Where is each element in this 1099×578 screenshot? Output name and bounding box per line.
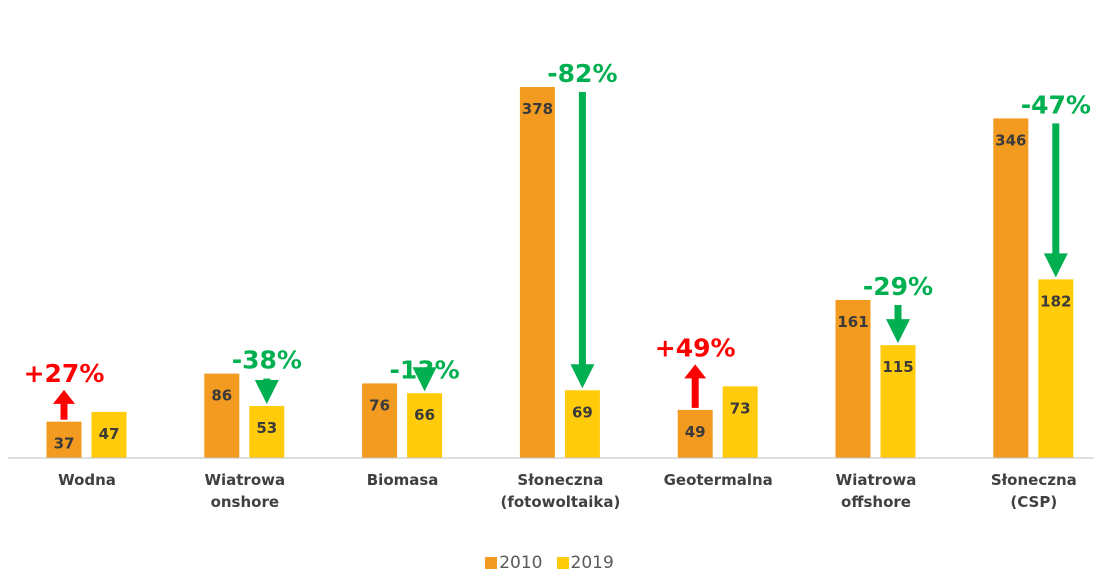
change-arrow-head-4 bbox=[684, 364, 707, 379]
change-arrows-layer bbox=[53, 91, 1068, 420]
category-label-2-0: Biomasa bbox=[367, 471, 439, 489]
change-label-5: -29% bbox=[863, 272, 933, 301]
bar-value-label-2019-3: 69 bbox=[572, 403, 593, 421]
change-arrow-head-3 bbox=[570, 364, 595, 389]
change-arrow-shaft-0 bbox=[60, 402, 68, 420]
bar-2019-0 bbox=[91, 411, 127, 458]
change-label-1: -38% bbox=[232, 346, 302, 375]
legend-swatch-2019 bbox=[556, 557, 569, 569]
bar-2019-1 bbox=[249, 405, 285, 458]
change-label-0: +27% bbox=[24, 359, 105, 388]
category-label-3-1: (fotowoltaika) bbox=[500, 493, 620, 511]
bar-value-label-2019-2: 66 bbox=[414, 406, 435, 424]
category-label-3-0: Słoneczna bbox=[517, 471, 603, 489]
change-arrow-shaft-5 bbox=[894, 304, 902, 321]
change-label-2: -13% bbox=[389, 355, 459, 384]
bar-value-label-2019-0: 47 bbox=[99, 425, 120, 443]
bar-value-label-2010-3: 378 bbox=[522, 100, 553, 118]
change-arrow-head-2 bbox=[412, 367, 437, 392]
category-label-6-1: (CSP) bbox=[1010, 493, 1057, 511]
bar-2010-6 bbox=[993, 118, 1029, 458]
change-arrow-shaft-1 bbox=[263, 378, 271, 381]
change-arrow-shaft-4 bbox=[691, 377, 699, 408]
category-label-4-0: Geotermalna bbox=[664, 471, 773, 489]
change-arrow-shaft-3 bbox=[578, 91, 586, 366]
change-arrow-head-0 bbox=[53, 389, 75, 404]
legend-item-2019: 2019 bbox=[556, 553, 614, 573]
change-arrow-shaft-6 bbox=[1052, 123, 1060, 255]
change-arrow-head-6 bbox=[1043, 253, 1068, 278]
category-label-1-0: Wiatrowa bbox=[204, 471, 285, 489]
bars-layer bbox=[46, 86, 1074, 459]
bar-value-label-2019-6: 182 bbox=[1040, 292, 1071, 310]
bar-2010-0 bbox=[46, 421, 82, 458]
change-label-6: -47% bbox=[1021, 90, 1091, 119]
bar-value-label-2010-0: 37 bbox=[54, 435, 75, 453]
category-label-5-1: offshore bbox=[841, 493, 911, 511]
bar-2019-2 bbox=[407, 393, 443, 458]
change-label-4: +49% bbox=[655, 333, 736, 362]
legend: 2010 2019 bbox=[0, 553, 1099, 573]
category-label-5-0: Wiatrowa bbox=[836, 471, 917, 489]
bar-value-label-2010-6: 346 bbox=[995, 131, 1026, 149]
bar-value-label-2019-1: 53 bbox=[256, 419, 277, 437]
category-label-6-0: Słoneczna bbox=[991, 471, 1077, 489]
bar-2019-4 bbox=[722, 386, 758, 458]
bar-chart: 37 47 Wodna +27% 86 53 Wiatrowa onshore -38% 76 66… bbox=[8, 59, 1094, 511]
bar-2019-5 bbox=[880, 345, 916, 458]
category-label-0-0: Wodna bbox=[58, 471, 116, 489]
change-arrow-head-5 bbox=[886, 319, 910, 344]
bar-value-label-2019-4: 73 bbox=[730, 399, 751, 417]
labels-layer: 37 47 Wodna +27% 86 53 Wiatrowa onshore -38% 76 66… bbox=[24, 59, 1091, 511]
bar-2019-3 bbox=[564, 390, 600, 458]
bar-2010-5 bbox=[835, 299, 871, 458]
bar-value-label-2010-2: 76 bbox=[369, 396, 390, 414]
bar-value-label-2019-5: 115 bbox=[882, 358, 913, 376]
legend-label-2019: 2019 bbox=[570, 553, 614, 573]
bar-value-label-2010-4: 49 bbox=[685, 423, 706, 441]
change-arrow-head-1 bbox=[254, 379, 279, 404]
legend-item-2010: 2010 bbox=[485, 553, 543, 573]
bar-2019-6 bbox=[1038, 279, 1074, 458]
bar-2010-3 bbox=[519, 86, 555, 459]
category-label-1-1: onshore bbox=[211, 493, 279, 511]
bar-2010-4 bbox=[677, 409, 713, 458]
bar-value-label-2010-1: 86 bbox=[211, 387, 232, 405]
change-label-3: -82% bbox=[547, 59, 617, 88]
legend-swatch-2010 bbox=[485, 557, 498, 569]
bar-2010-2 bbox=[362, 383, 398, 458]
bar-value-label-2010-5: 161 bbox=[837, 313, 868, 331]
bar-2010-1 bbox=[204, 373, 240, 458]
legend-label-2010: 2010 bbox=[499, 553, 543, 573]
